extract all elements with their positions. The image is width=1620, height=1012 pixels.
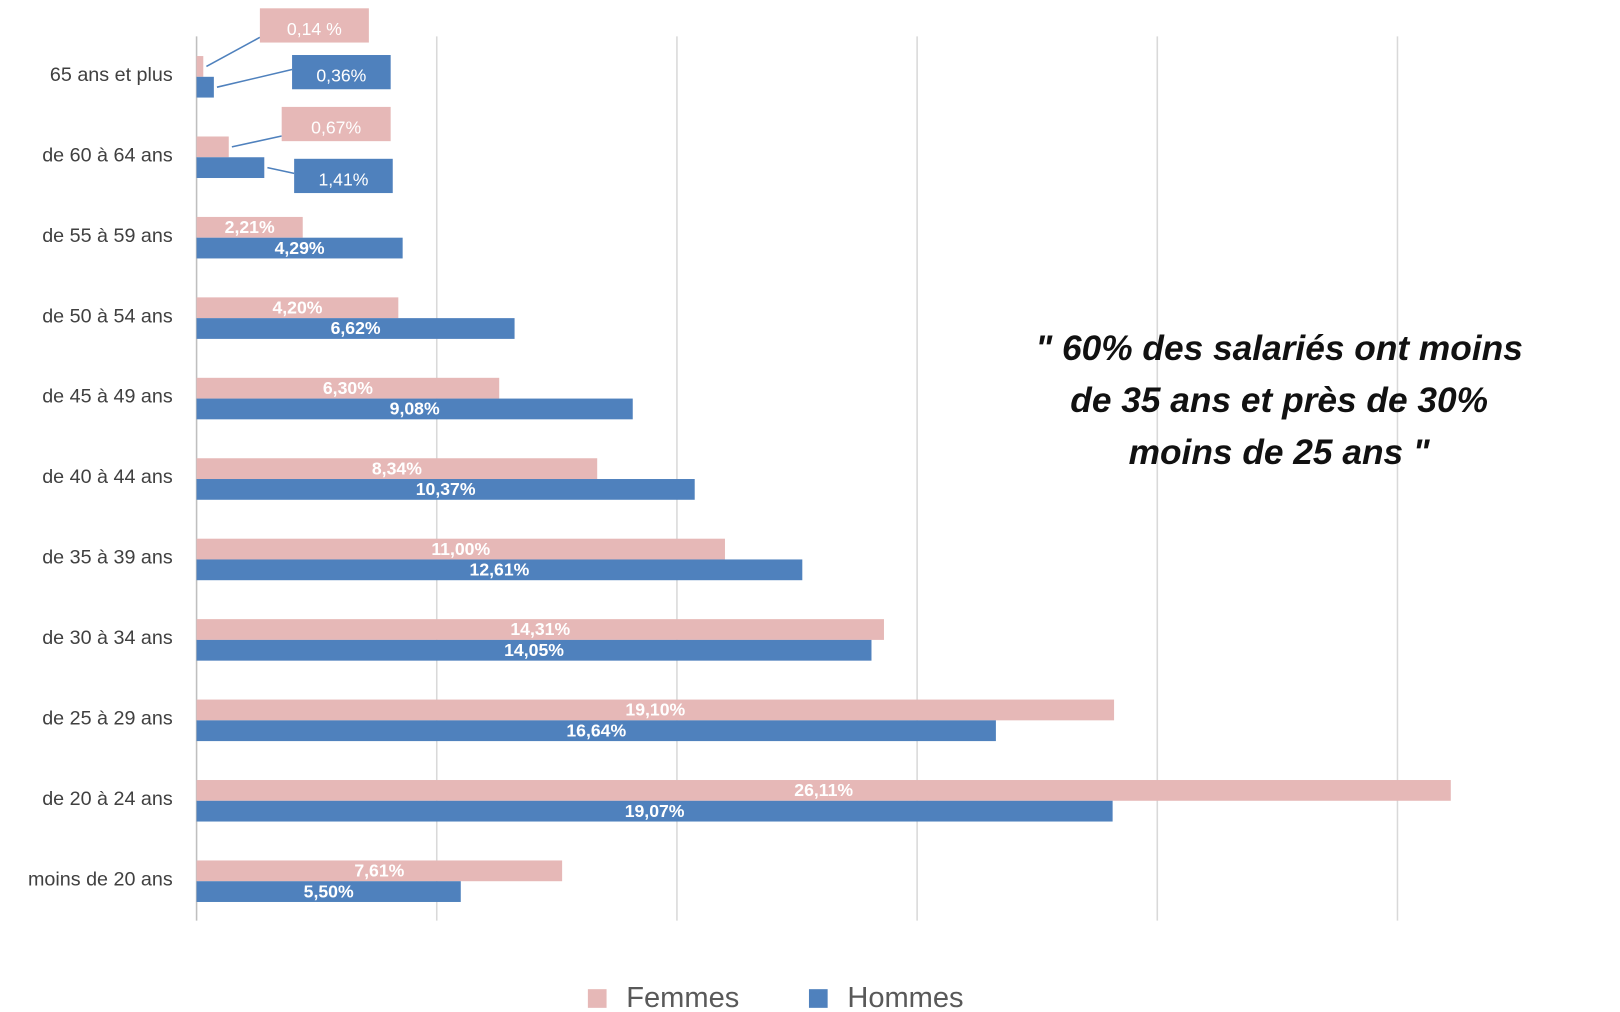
value-label: 4,29%	[275, 238, 325, 258]
bar	[196, 780, 1451, 801]
value-label: 5,50%	[304, 881, 354, 901]
legend-label: Hommes	[847, 982, 963, 1012]
legend-swatch	[808, 989, 828, 1008]
bar	[196, 699, 1115, 721]
annotation: " 60% des salariés ont moins	[1035, 329, 1522, 368]
bar	[196, 860, 563, 882]
category-label: de 60 à 64 ans	[42, 144, 173, 166]
leader-line	[206, 36, 261, 68]
category-label: moins de 20 ans	[28, 868, 173, 890]
category-label: 65 ans et plus	[50, 64, 173, 86]
category-label: de 25 à 29 ans	[42, 708, 173, 730]
value-label: 26,11%	[794, 780, 853, 800]
leader-line	[231, 135, 282, 148]
bar	[196, 318, 515, 339]
bar	[196, 56, 204, 77]
category-label: de 45 à 49 ans	[42, 386, 173, 408]
bar	[196, 458, 598, 480]
category-label: de 55 à 59 ans	[42, 225, 173, 247]
bar	[196, 76, 214, 98]
value-label: 19,10%	[625, 700, 685, 720]
value-label: 1,41%	[318, 169, 368, 189]
bar	[196, 237, 403, 259]
value-label: 0,36%	[316, 65, 366, 85]
value-label: 19,07%	[625, 801, 685, 821]
bar	[196, 800, 1113, 822]
value-label: 14,05%	[504, 640, 564, 660]
annotation: moins de 25 ans "	[1129, 433, 1431, 472]
category-label: de 35 à 39 ans	[42, 547, 173, 569]
callout-box	[292, 55, 391, 90]
value-label: 6,62%	[331, 318, 381, 338]
callout-box	[294, 158, 393, 194]
value-label: 4,20%	[272, 297, 322, 317]
leader-line	[216, 68, 293, 88]
category-label: de 50 à 54 ans	[42, 305, 173, 327]
value-label: 9,08%	[390, 399, 440, 419]
bar	[196, 881, 461, 902]
value-label: 11,00%	[431, 539, 490, 559]
value-label: 14,31%	[510, 619, 570, 639]
legend-label: Femmes	[626, 982, 739, 1012]
bar	[196, 720, 996, 742]
value-label: 0,14 %	[287, 19, 342, 39]
bar	[196, 479, 695, 500]
value-label: 7,61%	[354, 861, 404, 881]
value-label: 8,34%	[372, 458, 422, 478]
bar	[196, 377, 500, 399]
callout-box	[281, 106, 391, 142]
bar	[196, 619, 884, 640]
value-label: 0,67%	[311, 117, 361, 137]
value-label: 6,30%	[323, 378, 373, 398]
category-label: de 40 à 44 ans	[42, 466, 173, 488]
value-label: 12,61%	[470, 560, 530, 580]
category-label: de 20 à 24 ans	[42, 788, 173, 810]
bar	[196, 136, 229, 158]
value-label: 10,37%	[416, 479, 476, 499]
category-label: de 30 à 34 ans	[42, 627, 173, 649]
bar	[196, 538, 725, 560]
annotation: de 35 ans et près de 30%	[1070, 381, 1488, 420]
bar	[196, 559, 803, 581]
bar	[196, 639, 872, 661]
value-label: 2,21%	[225, 217, 275, 237]
bar	[196, 157, 265, 179]
bar	[196, 398, 633, 420]
legend-swatch	[587, 989, 607, 1008]
value-label: 16,64%	[566, 720, 626, 740]
callout-box	[259, 8, 369, 43]
bar	[196, 216, 303, 238]
leader-line	[267, 166, 295, 175]
bar	[196, 297, 399, 319]
